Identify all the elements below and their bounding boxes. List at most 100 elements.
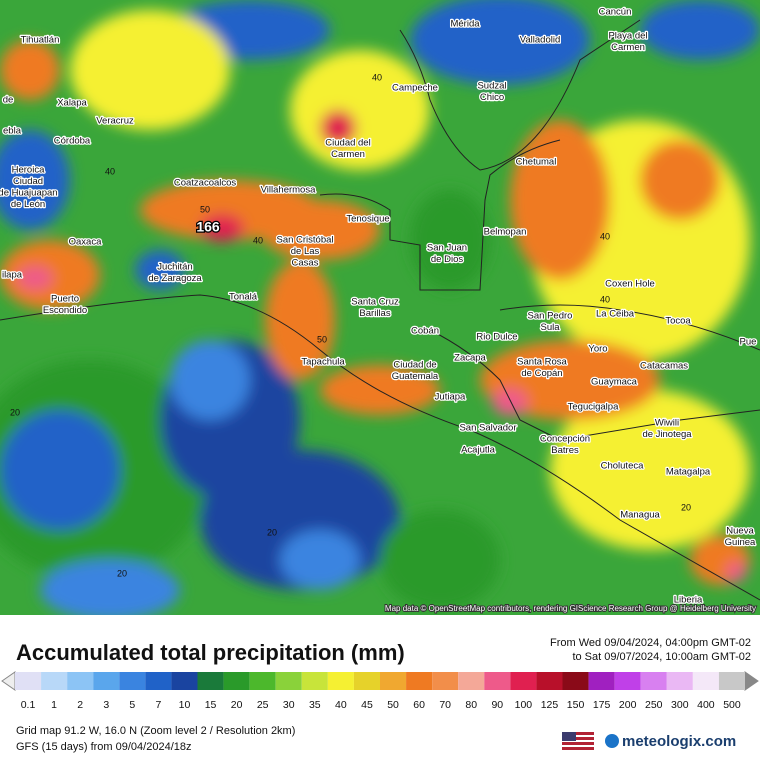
city-label: Casas [292, 258, 319, 269]
city-label: Concepción [540, 434, 590, 445]
legend-swatch [588, 672, 615, 690]
legend-arrow [1, 671, 16, 691]
legend-label: 2 [77, 699, 83, 711]
city-label: de Zaragoza [148, 273, 202, 284]
contour-label: 40 [105, 166, 115, 176]
city-label: Guinea [725, 537, 756, 548]
legend-swatch [432, 672, 459, 690]
city-label: Zacapa [454, 353, 486, 364]
city-label: de Huajuapan [0, 188, 58, 199]
city-label: Tihuatlán [21, 35, 60, 46]
city-label: Batres [551, 445, 579, 456]
legend-label: 90 [491, 699, 503, 711]
city-label: ebla [3, 126, 22, 137]
city-label: Santa Cruz [351, 297, 399, 308]
legend-label: 250 [645, 699, 663, 711]
legend-label: 500 [723, 699, 741, 711]
from-date: From Wed 09/04/2024, 04:00pm GMT-02 [550, 637, 751, 649]
legend-label: 3 [103, 699, 109, 711]
legend-label: 200 [619, 699, 637, 711]
legend-swatch [275, 672, 302, 690]
contour-label: 20 [267, 527, 277, 537]
legend-swatch [145, 672, 172, 690]
to-date: to Sat 09/07/2024, 10:00am GMT-02 [572, 651, 751, 663]
contour-label: 50 [200, 204, 210, 214]
city-label: Playa del [608, 31, 647, 42]
legend-swatch [406, 672, 433, 690]
city-label: Choluteca [601, 461, 644, 472]
contour-label: 20 [10, 407, 20, 417]
city-label: Guatemala [392, 371, 439, 382]
legend-swatch [380, 672, 407, 690]
city-label: Heroica [12, 165, 45, 176]
city-label: Tenosique [346, 214, 389, 225]
model-info: GFS (15 days) from 09/04/2024/18z [16, 741, 191, 753]
legend-swatch [640, 672, 667, 690]
legend-label: 1 [51, 699, 57, 711]
legend-label: 5 [129, 699, 135, 711]
legend-swatch [67, 672, 94, 690]
city-label: de León [11, 199, 45, 210]
city-label: Mérida [450, 19, 480, 30]
legend-swatch [562, 672, 589, 690]
legend-swatch [41, 672, 68, 690]
city-label: Campeche [392, 83, 438, 94]
legend-label: 0.1 [21, 699, 36, 711]
city-label: Ciudad del [325, 138, 370, 149]
legend-swatch [223, 672, 250, 690]
city-label: San Pedro [528, 311, 573, 322]
city-label: Villahermosa [261, 185, 316, 196]
contour-label: 50 [317, 334, 327, 344]
city-label: de Copán [521, 368, 562, 379]
city-label: Carmen [331, 149, 365, 160]
contour-label: 40 [600, 231, 610, 241]
legend-label: 7 [155, 699, 161, 711]
flag [562, 732, 594, 750]
legend-swatch [327, 672, 354, 690]
max-value-label: 166 [196, 219, 220, 235]
city-label: Barillas [359, 308, 390, 319]
city-label: San Cristóbal [276, 235, 333, 246]
contour-label: 40 [372, 72, 382, 82]
legend-label: 80 [465, 699, 477, 711]
legend-swatch [510, 672, 537, 690]
legend-label: 100 [515, 699, 533, 711]
city-label: Pue [740, 337, 757, 348]
city-label: Nueva [726, 526, 754, 537]
city-label: ilapa [2, 270, 23, 281]
city-label: La Ceiba [596, 309, 635, 320]
legend-label: 10 [179, 699, 191, 711]
legend-swatch [15, 672, 42, 690]
borders [0, 19, 760, 601]
legend-label: 60 [413, 699, 425, 711]
contour-label: 20 [117, 568, 127, 578]
city-label: Carmen [611, 42, 645, 53]
city-label: Ciudad de [393, 360, 436, 371]
legend-label: 30 [283, 699, 295, 711]
legend-swatch [93, 672, 120, 690]
legend-arrow [744, 671, 759, 691]
legend-swatch [458, 672, 485, 690]
city-label: de [3, 95, 14, 106]
contour-label: 40 [600, 294, 610, 304]
map-labels: Tihuatlán Mérida Cancún Valladolid Playa del… [0, 5, 758, 607]
city-label: Matagalpa [666, 467, 711, 478]
city-label: Coxen Hole [605, 279, 655, 290]
contour-label: 40 [253, 235, 263, 245]
city-label: Ciudad [13, 176, 43, 187]
grid-info: Grid map 91.2 W, 16.0 N (Zoom level 2 / … [16, 725, 295, 737]
legend-label: 25 [257, 699, 269, 711]
city-label: Puerto [51, 294, 79, 305]
legend-label: 125 [541, 699, 559, 711]
brand-logo [605, 734, 619, 748]
legend-swatch [718, 672, 745, 690]
attribution: Map data © OpenStreetMap contributors, r… [385, 604, 756, 613]
city-label: Tegucigalpa [568, 402, 619, 413]
city-label: Managua [620, 510, 660, 521]
city-label: Chetumal [516, 157, 557, 168]
city-label: de Dios [431, 254, 463, 265]
contour-label: 20 [681, 502, 691, 512]
city-label: San Salvador [459, 423, 516, 434]
brand: meteologix.com [622, 733, 736, 750]
